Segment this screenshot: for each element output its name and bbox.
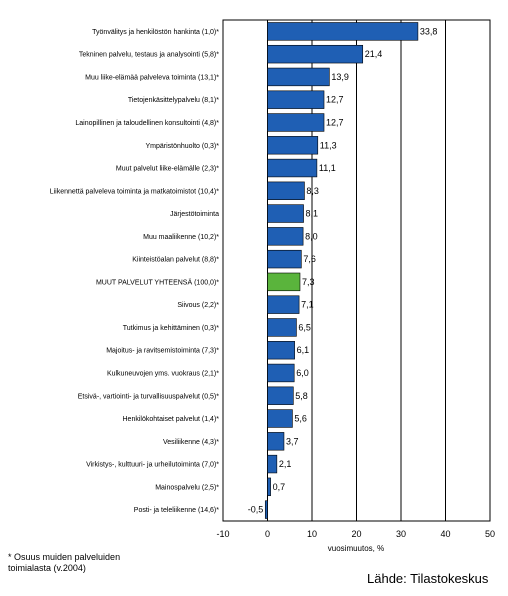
- footnote: * Osuus muiden palveluiden toimialasta (…: [8, 552, 120, 574]
- category-label: Työnvälitys ja henkilöstön hankinta (1,0…: [92, 29, 219, 36]
- value-label: 33,8: [420, 26, 438, 36]
- category-label: Järjestötoiminta: [170, 211, 219, 218]
- category-label: Tutkimus ja kehittäminen (0,3)*: [123, 325, 219, 332]
- value-label: 21,4: [365, 49, 383, 59]
- category-label: Virkistys-, kulttuuri- ja urheilutoimint…: [86, 462, 219, 469]
- category-label: Tietojenkäsittelypalvelu (8,1)*: [128, 97, 219, 104]
- x-tick-label: 0: [265, 529, 270, 539]
- bar: [267, 295, 300, 314]
- bar: [267, 477, 271, 497]
- bar: [267, 67, 330, 87]
- value-label: 8,1: [306, 209, 319, 219]
- footnote-line-1: * Osuus muiden palveluiden: [8, 552, 121, 562]
- bar: [267, 386, 294, 405]
- category-label: Muu liike-elämää palveleva toiminta (13,…: [85, 74, 219, 81]
- value-label: 7,6: [303, 254, 316, 264]
- value-label: 12,7: [326, 117, 344, 127]
- category-label: Siivous (2,2)*: [177, 302, 219, 309]
- x-tick-label: 20: [351, 529, 361, 539]
- x-tick-label: 40: [440, 529, 450, 539]
- category-label: Kiinteistöalan palvelut (8,8)*: [132, 257, 219, 264]
- bar: [264, 500, 268, 519]
- bar: [267, 204, 304, 223]
- bar: [267, 90, 325, 109]
- value-label: -0,5: [248, 505, 264, 515]
- category-label: Lainopillinen ja taloudellinen konsultoi…: [75, 120, 219, 127]
- value-label: 7,1: [301, 300, 314, 310]
- bar: [267, 363, 295, 383]
- bar: [267, 318, 297, 337]
- x-tick-label: 10: [307, 529, 317, 539]
- value-label: 8,3: [306, 186, 319, 196]
- category-label: Majoitus- ja ravitsemistoiminta (7,3)*: [106, 348, 219, 355]
- bars: [264, 22, 419, 519]
- value-label: 13,9: [331, 72, 349, 82]
- category-label: Muu maaliikenne (10,2)*: [143, 234, 219, 241]
- bar: [267, 227, 304, 246]
- value-label: 6,0: [296, 368, 309, 378]
- category-label: Tekninen palvelu, testaus ja analysointi…: [79, 52, 219, 59]
- bar: [267, 432, 285, 451]
- source-label: Lähde: Tilastokeskus: [367, 571, 489, 586]
- value-label: 5,6: [294, 414, 307, 424]
- bar: [267, 409, 293, 428]
- category-label: Vesiliikenne (4,3)*: [163, 439, 219, 446]
- bar: [267, 341, 295, 360]
- category-label: Ympäristönhuolto (0,3)*: [145, 143, 219, 150]
- category-label: Henkilökohtaiset palvelut (1,4)*: [123, 416, 220, 423]
- x-axis-title: vuosimuutos, %: [328, 544, 384, 553]
- value-label: 6,5: [298, 322, 311, 332]
- category-label: MUUT PALVELUT YHTEENSÄ (100,0)*: [96, 278, 219, 286]
- bar: [267, 136, 319, 155]
- x-tick-label: 30: [396, 529, 406, 539]
- value-label: 11,3: [320, 140, 337, 150]
- bar: [267, 272, 301, 292]
- bar: [267, 454, 278, 474]
- value-label: 11,1: [319, 163, 336, 173]
- category-label: Mainospalvelu (2,5)*: [155, 484, 219, 491]
- bar: [267, 158, 318, 178]
- value-labels: 33,8 21,4 13,9 12,7 12,7 11,3 11,1 8,3 8,1 8,0 7,6…: [248, 26, 438, 514]
- bar: [267, 22, 419, 41]
- bar: [267, 181, 305, 200]
- x-tick-label: 50: [485, 529, 495, 539]
- value-label: 7,3: [302, 277, 315, 287]
- value-label: 5,8: [295, 391, 308, 401]
- value-label: 8,0: [305, 231, 318, 241]
- bar: [267, 113, 325, 132]
- category-label: Etsivä-, vartiointi- ja turvallisuuspalv…: [78, 393, 219, 400]
- x-tick-label: -10: [216, 529, 229, 539]
- bar: [267, 249, 302, 269]
- category-label: Kulkuneuvojen yms. vuokraus (2,1)*: [107, 370, 219, 377]
- x-axis-ticks: -10 0 10 20 30 40 50: [216, 529, 495, 539]
- value-label: 12,7: [326, 95, 344, 105]
- category-labels: Työnvälitys ja henkilöstön hankinta (1,0…: [50, 29, 220, 514]
- value-label: 0,7: [273, 482, 286, 492]
- value-label: 3,7: [286, 436, 299, 446]
- category-label: Liikennettä palveleva toiminta ja matkat…: [50, 188, 220, 195]
- category-label: Posti- ja teleliikenne (14,6)*: [134, 507, 219, 514]
- category-label: Muut palvelut liike-elämälle (2,3)*: [116, 166, 219, 173]
- value-label: 6,1: [297, 345, 310, 355]
- bar: [267, 44, 364, 64]
- value-label: 2,1: [279, 459, 292, 469]
- footnote-line-2: toimialasta (v.2004): [8, 563, 86, 573]
